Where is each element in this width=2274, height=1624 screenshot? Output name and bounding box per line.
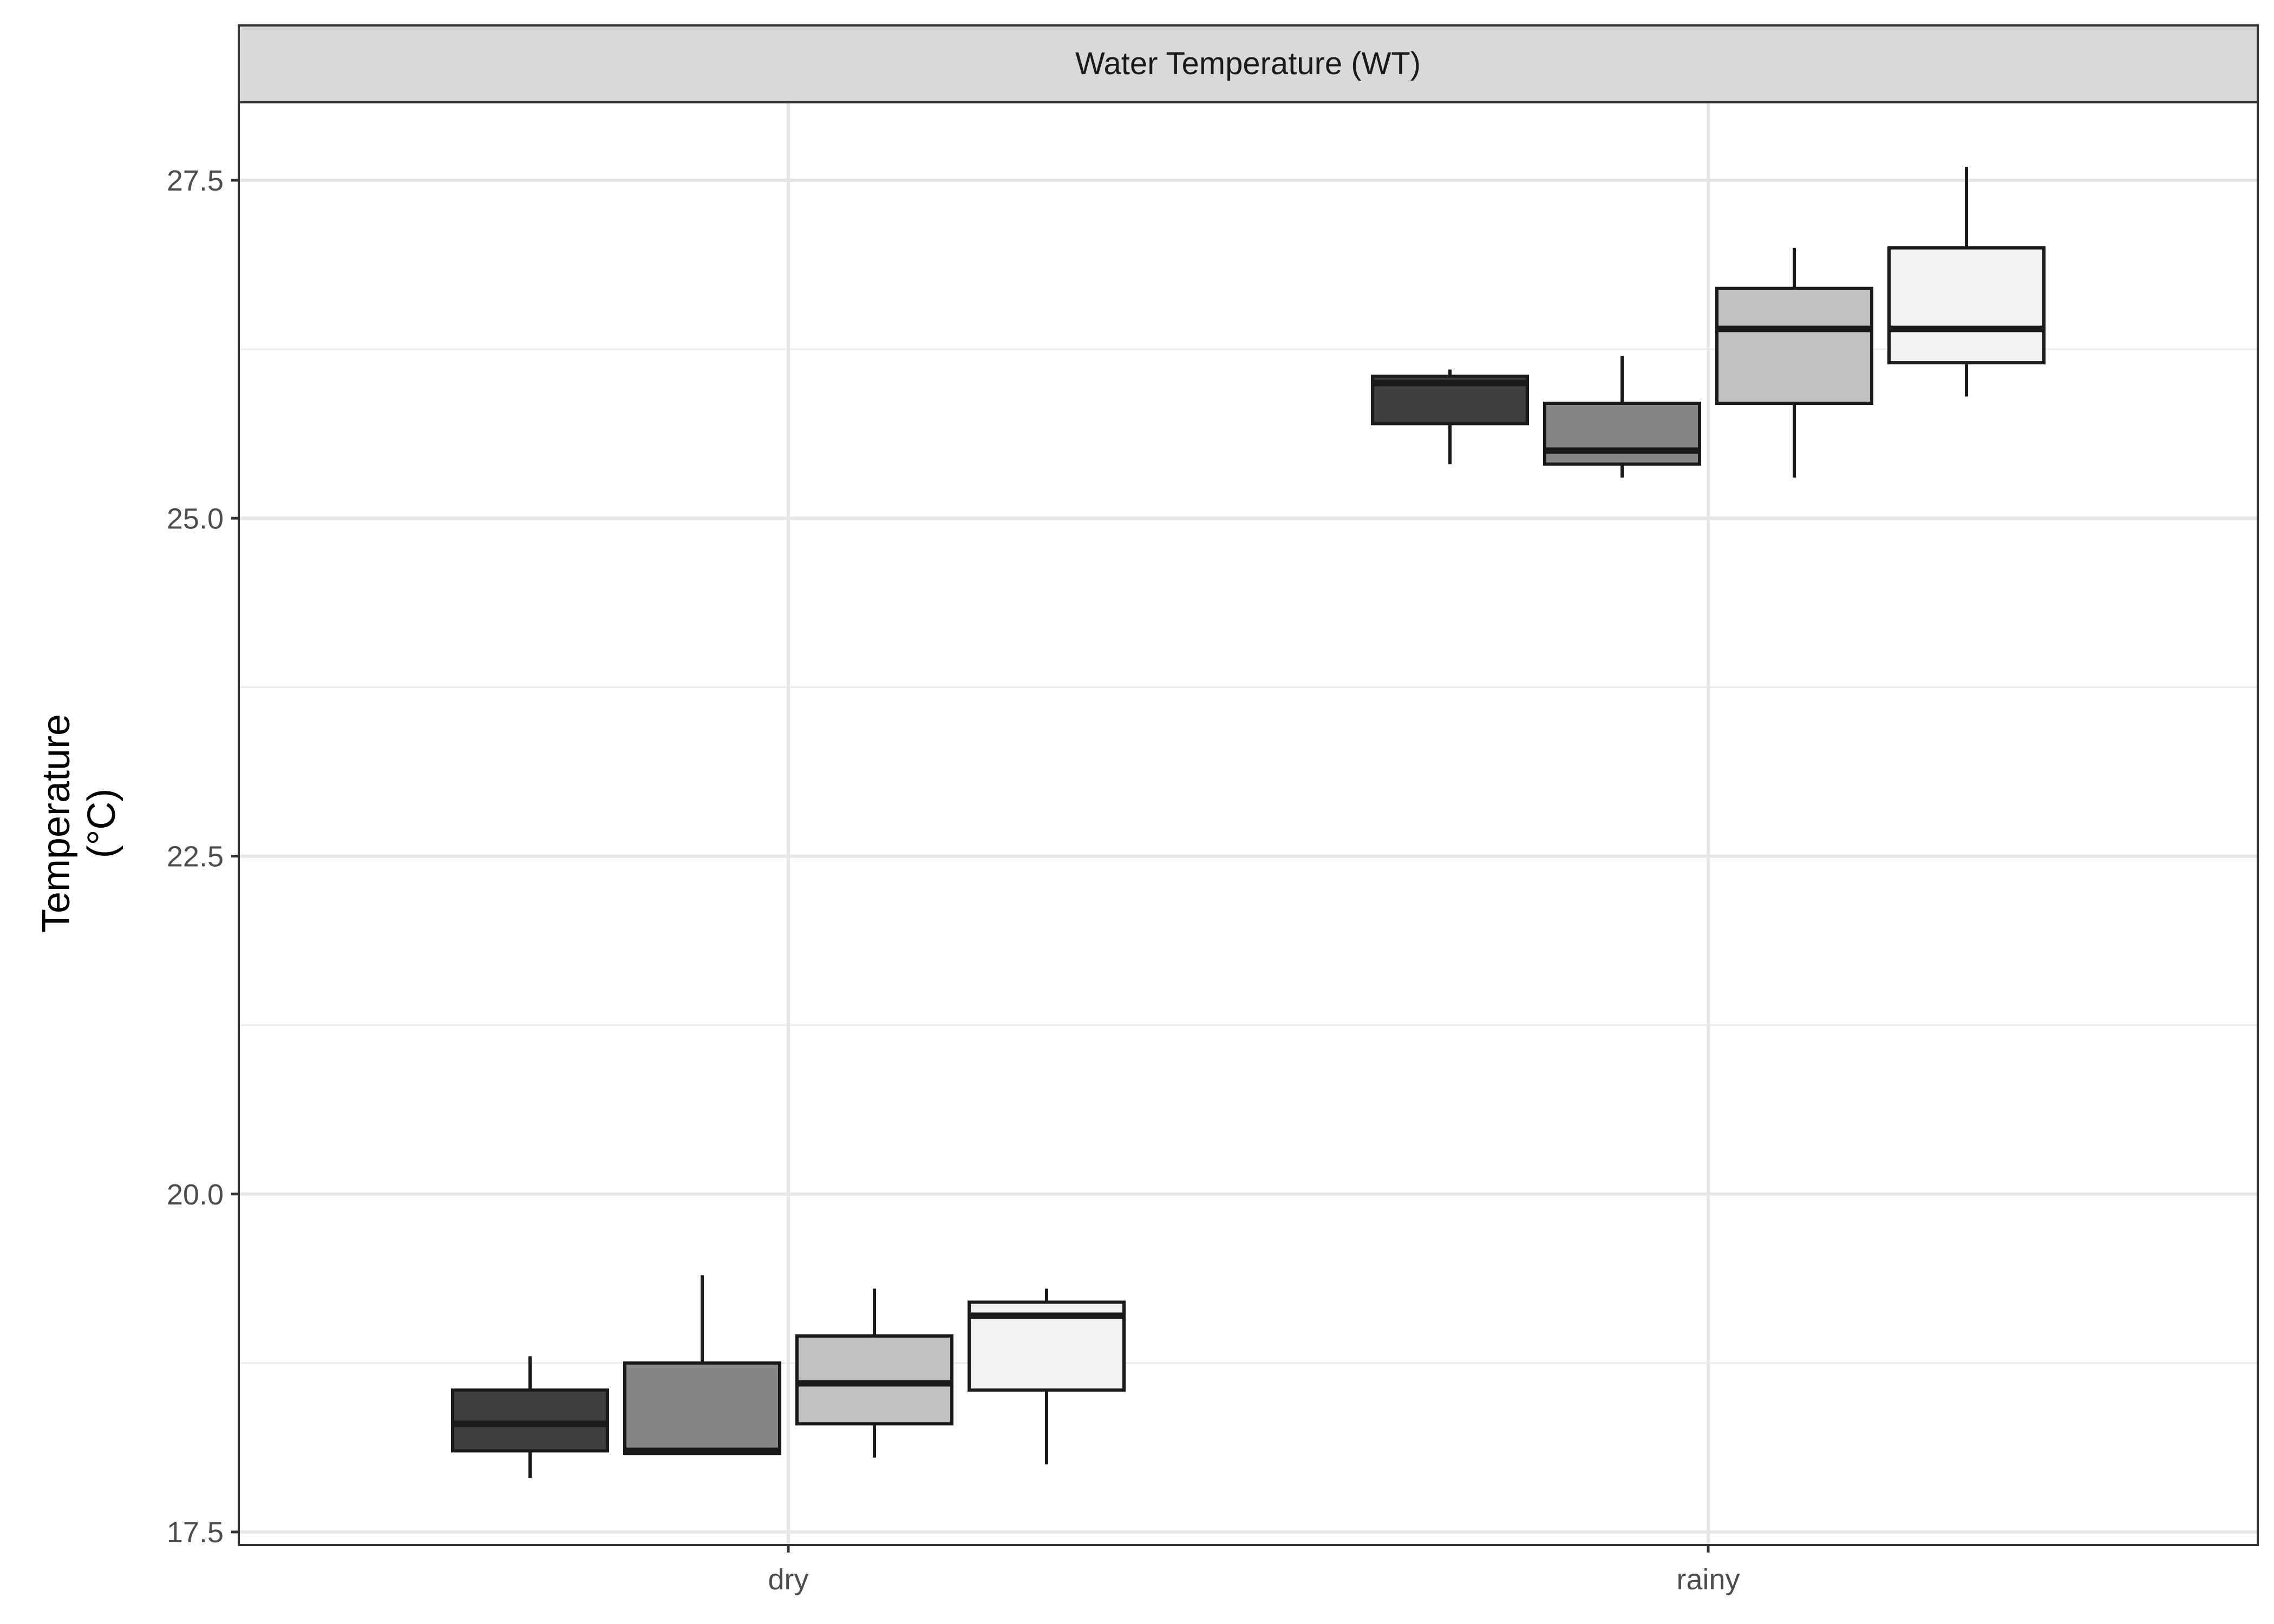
box-iqr [795, 1334, 953, 1426]
y-axis-title-line-1: Temperature [35, 714, 78, 933]
box-iqr [623, 1361, 781, 1456]
x-tick-label-rainy: rainy [1676, 1563, 1740, 1596]
x-tick-label-dry: dry [768, 1563, 808, 1596]
y-tick-label: 27.5 [167, 165, 224, 197]
y-tick-label: 22.5 [167, 841, 224, 873]
y-tick-label: 25.0 [167, 502, 224, 535]
boxplots [451, 167, 2046, 1478]
boxplot-rainy-3 [1715, 247, 1873, 478]
boxplot-rainy-1 [1371, 369, 1529, 464]
boxplot-rainy-4 [1887, 167, 2046, 397]
y-tick-label: 17.5 [167, 1516, 224, 1549]
y-axis-title-line-2: (°C) [80, 789, 123, 859]
boxplot-dry-4 [968, 1288, 1126, 1465]
facet-strip: Water Temperature (WT) [238, 24, 2259, 103]
box-iqr [1715, 286, 1873, 405]
y-axis: 17.5 20.0 22.5 25.0 27.5 [167, 165, 239, 1549]
facet-strip-background [238, 24, 2259, 103]
boxplot-rainy-2 [1543, 356, 1701, 478]
box-iqr [451, 1388, 609, 1453]
boxplot-dry-2 [623, 1275, 781, 1456]
facet-strip-label: Water Temperature (WT) [1075, 46, 1421, 81]
box-iqr [1887, 246, 2046, 365]
boxplot-dry-1 [451, 1356, 609, 1478]
major-gridlines [239, 102, 2258, 1545]
x-axis: dry rainy [768, 1545, 1740, 1596]
minor-gridlines [239, 348, 2258, 1364]
y-tick-label: 20.0 [167, 1178, 224, 1211]
box-iqr [1543, 402, 1701, 466]
y-axis-title: Temperature (°C) [35, 714, 123, 933]
boxplot-dry-3 [795, 1288, 953, 1458]
